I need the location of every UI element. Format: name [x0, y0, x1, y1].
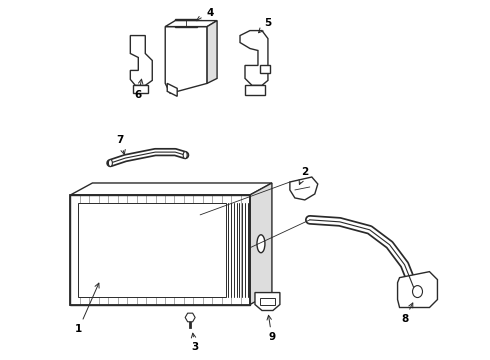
Polygon shape — [175, 19, 197, 27]
Text: 3: 3 — [191, 333, 199, 352]
Polygon shape — [245, 85, 265, 95]
Text: 7: 7 — [117, 135, 125, 154]
Polygon shape — [290, 177, 318, 200]
Text: 4: 4 — [196, 8, 214, 21]
Ellipse shape — [183, 152, 187, 159]
Polygon shape — [207, 21, 217, 84]
Polygon shape — [167, 84, 177, 96]
Polygon shape — [78, 203, 226, 297]
Ellipse shape — [413, 285, 422, 298]
Polygon shape — [397, 272, 438, 307]
Polygon shape — [130, 36, 152, 85]
Text: 8: 8 — [401, 303, 413, 324]
Text: 9: 9 — [267, 315, 275, 342]
Polygon shape — [71, 195, 250, 305]
Polygon shape — [250, 183, 272, 305]
Text: 6: 6 — [135, 79, 143, 100]
Text: 5: 5 — [259, 18, 271, 33]
Polygon shape — [165, 21, 217, 27]
Polygon shape — [71, 183, 272, 195]
Polygon shape — [260, 298, 275, 305]
Polygon shape — [255, 293, 280, 310]
Text: 2: 2 — [299, 167, 308, 184]
Polygon shape — [240, 31, 268, 85]
Ellipse shape — [108, 159, 112, 167]
Ellipse shape — [257, 235, 265, 253]
Text: 1: 1 — [75, 283, 99, 334]
Polygon shape — [260, 66, 270, 73]
Polygon shape — [165, 27, 207, 93]
Polygon shape — [133, 85, 148, 93]
